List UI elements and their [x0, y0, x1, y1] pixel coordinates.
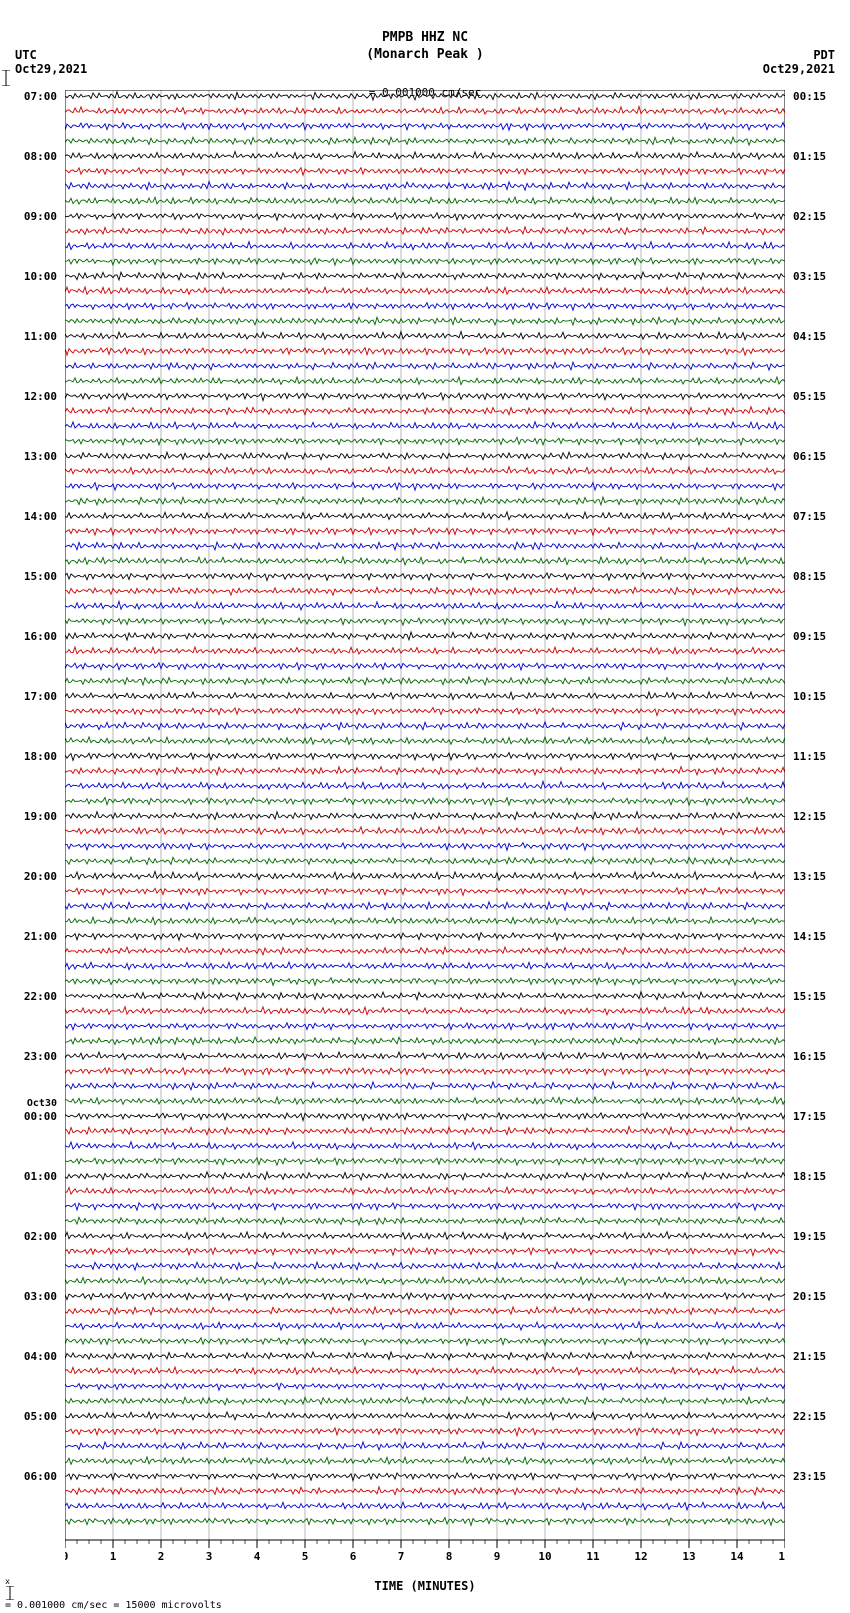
pdt-hour-label: 05:15 — [793, 390, 826, 403]
utc-label: UTC — [15, 48, 37, 62]
utc-hour-label: 04:00 — [24, 1350, 57, 1363]
pdt-hour-label: 00:15 — [793, 90, 826, 103]
utc-hour-label: 12:00 — [24, 390, 57, 403]
seismogram-svg: 0123456789101112131415 — [65, 90, 785, 1580]
pdt-hour-label: 18:15 — [793, 1170, 826, 1183]
pdt-hour-label: 19:15 — [793, 1230, 826, 1243]
utc-hour-label: 11:00 — [24, 330, 57, 343]
svg-text:11: 11 — [586, 1550, 600, 1563]
utc-hour-label: 08:00 — [24, 150, 57, 163]
footer-text: = 0.001000 cm/sec = 15000 microvolts — [5, 1600, 222, 1611]
utc-hour-label: 05:00 — [24, 1410, 57, 1423]
utc-hour-label: 15:00 — [24, 570, 57, 583]
pdt-hour-label: 02:15 — [793, 210, 826, 223]
svg-text:10: 10 — [538, 1550, 551, 1563]
utc-hour-label: 01:00 — [24, 1170, 57, 1183]
date-marker: Oct30 — [27, 1098, 57, 1109]
station-id: PMPB HHZ NC — [0, 30, 850, 47]
svg-text:1: 1 — [110, 1550, 117, 1563]
pdt-date: Oct29,2021 — [763, 62, 835, 76]
pdt-hour-label: 14:15 — [793, 930, 826, 943]
utc-hour-label: 14:00 — [24, 510, 57, 523]
seismogram-container: PMPB HHZ NC (Monarch Peak ) = 0.001000 c… — [0, 0, 850, 1613]
svg-text:7: 7 — [398, 1550, 405, 1563]
svg-text:9: 9 — [494, 1550, 501, 1563]
pdt-hour-label: 23:15 — [793, 1470, 826, 1483]
svg-text:14: 14 — [730, 1550, 744, 1563]
pdt-hour-label: 07:15 — [793, 510, 826, 523]
utc-hour-label: 22:00 — [24, 990, 57, 1003]
svg-text:8: 8 — [446, 1550, 453, 1563]
svg-text:3: 3 — [206, 1550, 213, 1563]
pdt-hour-label: 15:15 — [793, 990, 826, 1003]
footer-scale: x = 0.001000 cm/sec = 15000 microvolts — [5, 1573, 222, 1611]
svg-text:15: 15 — [778, 1550, 785, 1563]
utc-hour-label: 16:00 — [24, 630, 57, 643]
pdt-hour-label: 01:15 — [793, 150, 826, 163]
svg-text:13: 13 — [682, 1550, 695, 1563]
pdt-hour-label: 16:15 — [793, 1050, 826, 1063]
svg-text:4: 4 — [254, 1550, 261, 1563]
utc-hour-label: 03:00 — [24, 1290, 57, 1303]
utc-hour-label: 13:00 — [24, 450, 57, 463]
svg-text:0: 0 — [65, 1550, 68, 1563]
svg-text:6: 6 — [350, 1550, 357, 1563]
pdt-hour-label: 10:15 — [793, 690, 826, 703]
pdt-hour-label: 06:15 — [793, 450, 826, 463]
utc-hour-label: 07:00 — [24, 90, 57, 103]
svg-text:12: 12 — [634, 1550, 647, 1563]
utc-hour-label: 20:00 — [24, 870, 57, 883]
pdt-hour-label: 17:15 — [793, 1110, 826, 1123]
utc-hour-label: 21:00 — [24, 930, 57, 943]
utc-hour-label: 02:00 — [24, 1230, 57, 1243]
plot-area: 0123456789101112131415 — [65, 90, 785, 1550]
pdt-hour-label: 08:15 — [793, 570, 826, 583]
pdt-hour-label: 20:15 — [793, 1290, 826, 1303]
utc-hour-label: 19:00 — [24, 810, 57, 823]
pdt-hour-label: 13:15 — [793, 870, 826, 883]
svg-text:5: 5 — [302, 1550, 309, 1563]
pdt-hour-label: 03:15 — [793, 270, 826, 283]
pdt-hour-label: 09:15 — [793, 630, 826, 643]
svg-text:2: 2 — [158, 1550, 165, 1563]
utc-hour-label: 18:00 — [24, 750, 57, 763]
utc-date: Oct29,2021 — [15, 62, 87, 76]
utc-hour-label: 23:00 — [24, 1050, 57, 1063]
pdt-hour-label: 21:15 — [793, 1350, 826, 1363]
utc-hour-label: 09:00 — [24, 210, 57, 223]
pdt-hour-label: 04:15 — [793, 330, 826, 343]
utc-hour-label: 10:00 — [24, 270, 57, 283]
pdt-label: PDT — [813, 48, 835, 62]
pdt-hour-label: 12:15 — [793, 810, 826, 823]
pdt-hour-label: 22:15 — [793, 1410, 826, 1423]
header: PMPB HHZ NC (Monarch Peak ) = 0.001000 c… — [0, 30, 850, 99]
utc-hour-label: 00:00 — [24, 1110, 57, 1123]
utc-hour-label: 17:00 — [24, 690, 57, 703]
pdt-hour-label: 11:15 — [793, 750, 826, 763]
station-name: (Monarch Peak ) — [0, 47, 850, 64]
utc-hour-label: 06:00 — [24, 1470, 57, 1483]
